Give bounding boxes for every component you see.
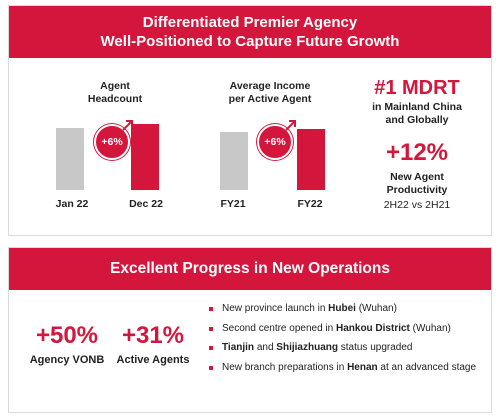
bullet-text: status upgraded: [337, 342, 413, 353]
headcount-chart-title: Agent Headcount: [70, 80, 160, 106]
bullet-bold-text: Tianjin: [222, 342, 255, 353]
headcount-title-line1: Agent: [100, 80, 130, 92]
mdrt-sub-line1: in Mainland China: [372, 101, 462, 113]
mdrt-sub-line2: and Globally: [385, 114, 449, 126]
mdrt-title: #1 MDRT: [374, 77, 460, 99]
growth-panel: Differentiated Premier Agency Well-Posit…: [8, 5, 492, 236]
bullet-text: (Wuhan): [355, 303, 397, 314]
bullet-text: at an advanced stage: [377, 361, 477, 373]
productivity-label: New Agent Productivity: [352, 171, 482, 197]
productivity-value: +12%: [385, 139, 449, 166]
productivity-period: 2H22 vs 2H21: [383, 199, 451, 211]
bullet-text: New province launch in: [222, 303, 329, 314]
active-agents-label: Active Agents: [116, 354, 190, 366]
up-arrow-icon: [285, 120, 296, 131]
banner-title-line2: Well-Positioned to Capture Future Growth: [100, 33, 400, 50]
bar-jan-22: [56, 128, 84, 190]
new-operations-panel: Excellent Progress in New Operations: [8, 247, 492, 413]
bar-dec-22: [131, 124, 159, 190]
bullet-marker: [209, 365, 213, 370]
active-agents-value: +31%: [121, 322, 185, 349]
agency-vonb-label: Agency VONB: [29, 354, 105, 366]
operations-bullet-list: New province launch in Hubei (Wuhan) Sec…: [208, 302, 488, 380]
bullet-henan: New branch preparations in Henan at an a…: [208, 361, 488, 381]
bullet-text: (Wuhan): [409, 322, 451, 334]
bullet-bold-text: Shijiazhuang: [276, 342, 338, 353]
income-tick-fy22: FY22: [297, 198, 323, 210]
headcount-tick-dec22: Dec 22: [129, 198, 163, 210]
income-title-line2: per Active Agent: [228, 93, 312, 105]
bullet-text: Second centre opened in: [222, 322, 336, 334]
productivity-label-line2: Productivity: [386, 184, 448, 196]
headcount-title-line2: Headcount: [87, 93, 143, 105]
bullet-text: New branch preparations in: [222, 361, 348, 373]
mdrt-subtitle: in Mainland China and Globally: [352, 101, 482, 127]
bullet-marker: [209, 346, 213, 350]
bullet-hankou: Second centre opened in Hankou District …: [208, 322, 488, 342]
bullet-bold-text: Hubei: [328, 303, 356, 314]
bullet-bold-text: Hankou District: [335, 322, 410, 334]
income-chart-title: Average Income per Active Agent: [215, 80, 325, 106]
banner-title-line1: Differentiated Premier Agency: [142, 14, 358, 31]
bullet-bold-text: Henan: [347, 361, 378, 373]
bar-fy22: [297, 128, 325, 190]
bullet-hubei: New province launch in Hubei (Wuhan): [208, 302, 488, 322]
productivity-label-line1: New Agent: [390, 171, 444, 183]
bullet-marker: [209, 307, 213, 311]
new-operations-banner: Excellent Progress in New Operations: [9, 248, 491, 290]
agency-vonb-value: +50%: [35, 322, 99, 349]
income-tick-fy21: FY21: [220, 198, 246, 210]
bullet-marker: [209, 326, 213, 331]
bullet-text: and: [254, 342, 277, 353]
headcount-tick-jan22: Jan 22: [55, 198, 89, 210]
bullet-tianjin: Tianjin and Shijiazhuang status upgraded: [208, 341, 488, 361]
growth-banner: Differentiated Premier Agency Well-Posit…: [9, 6, 491, 58]
bar-fy21: [220, 132, 248, 190]
up-arrow-icon: [122, 120, 133, 131]
income-title-line1: Average Income: [229, 80, 311, 92]
